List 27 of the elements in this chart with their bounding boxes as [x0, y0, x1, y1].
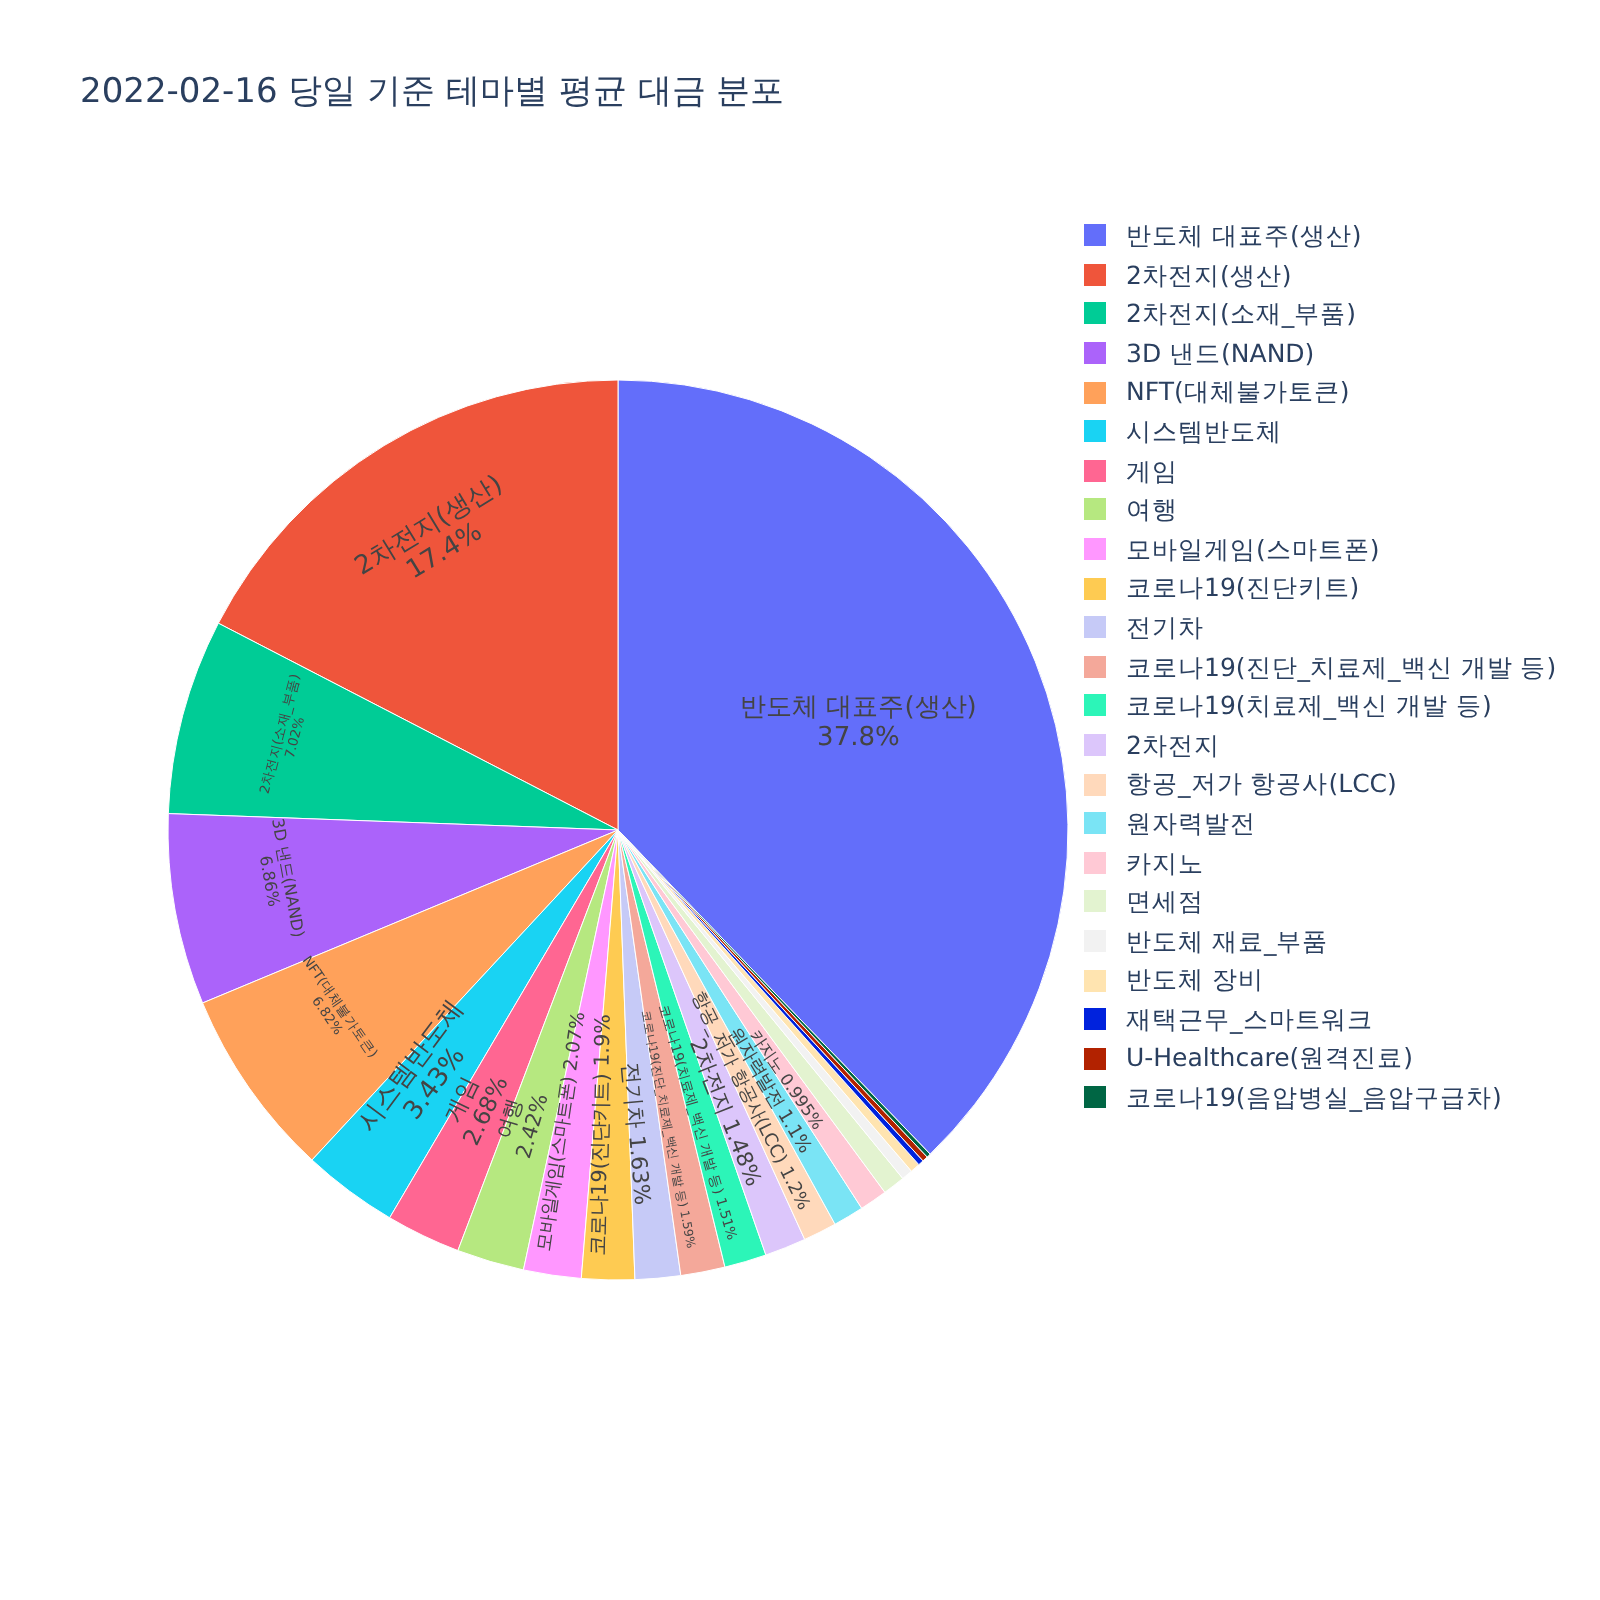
- legend-label: 게임: [1126, 453, 1178, 490]
- legend-label: 코로나19(진단키트): [1126, 570, 1360, 607]
- legend-label: 시스템반도체: [1126, 413, 1282, 450]
- chart-title: 2022-02-16 당일 기준 테마별 평균 대금 분포: [80, 70, 785, 114]
- legend-label: U-Healthcare(원격진료): [1126, 1040, 1414, 1077]
- legend-label: 전기차: [1126, 609, 1204, 646]
- legend-label: 항공_저가 항공사(LCC): [1126, 766, 1397, 803]
- legend-label: 반도체 대표주(생산): [1126, 218, 1362, 254]
- legend-label: 2차전지(생산): [1126, 257, 1292, 294]
- legend-label: 코로나19(진단_치료제_백신 개발 등): [1126, 649, 1557, 686]
- slice-label: 반도체 대표주(생산): [740, 693, 977, 724]
- category-label: 코로나19(진단키트) 1.9%: [586, 1013, 616, 1257]
- legend-label: 재택근무_스마트워크: [1126, 1001, 1373, 1038]
- legend-label: 면세점: [1126, 884, 1204, 921]
- legend-label: 여행: [1126, 492, 1178, 529]
- data-label: 37.8%: [817, 723, 900, 754]
- legend-label: 2차전지: [1126, 727, 1220, 764]
- legend-label: 2차전지(소재_부품): [1126, 296, 1356, 333]
- legend-label: 카지노: [1126, 845, 1204, 881]
- legend-label: 코로나19(음압병실_음압구급차): [1126, 1080, 1502, 1117]
- legend-label: 반도체 재료_부품: [1126, 923, 1329, 960]
- legend-label: 원자력발전: [1126, 805, 1256, 842]
- legend-label: 코로나19(치료제_백신 개발 등): [1126, 688, 1492, 725]
- legend-label: 반도체 장비: [1126, 962, 1264, 999]
- legend-label: NFT(대체불가토큰): [1126, 374, 1350, 411]
- legend-label: 3D 낸드(NAND): [1126, 335, 1315, 372]
- legend-label: 모바일게임(스마트폰): [1126, 531, 1380, 568]
